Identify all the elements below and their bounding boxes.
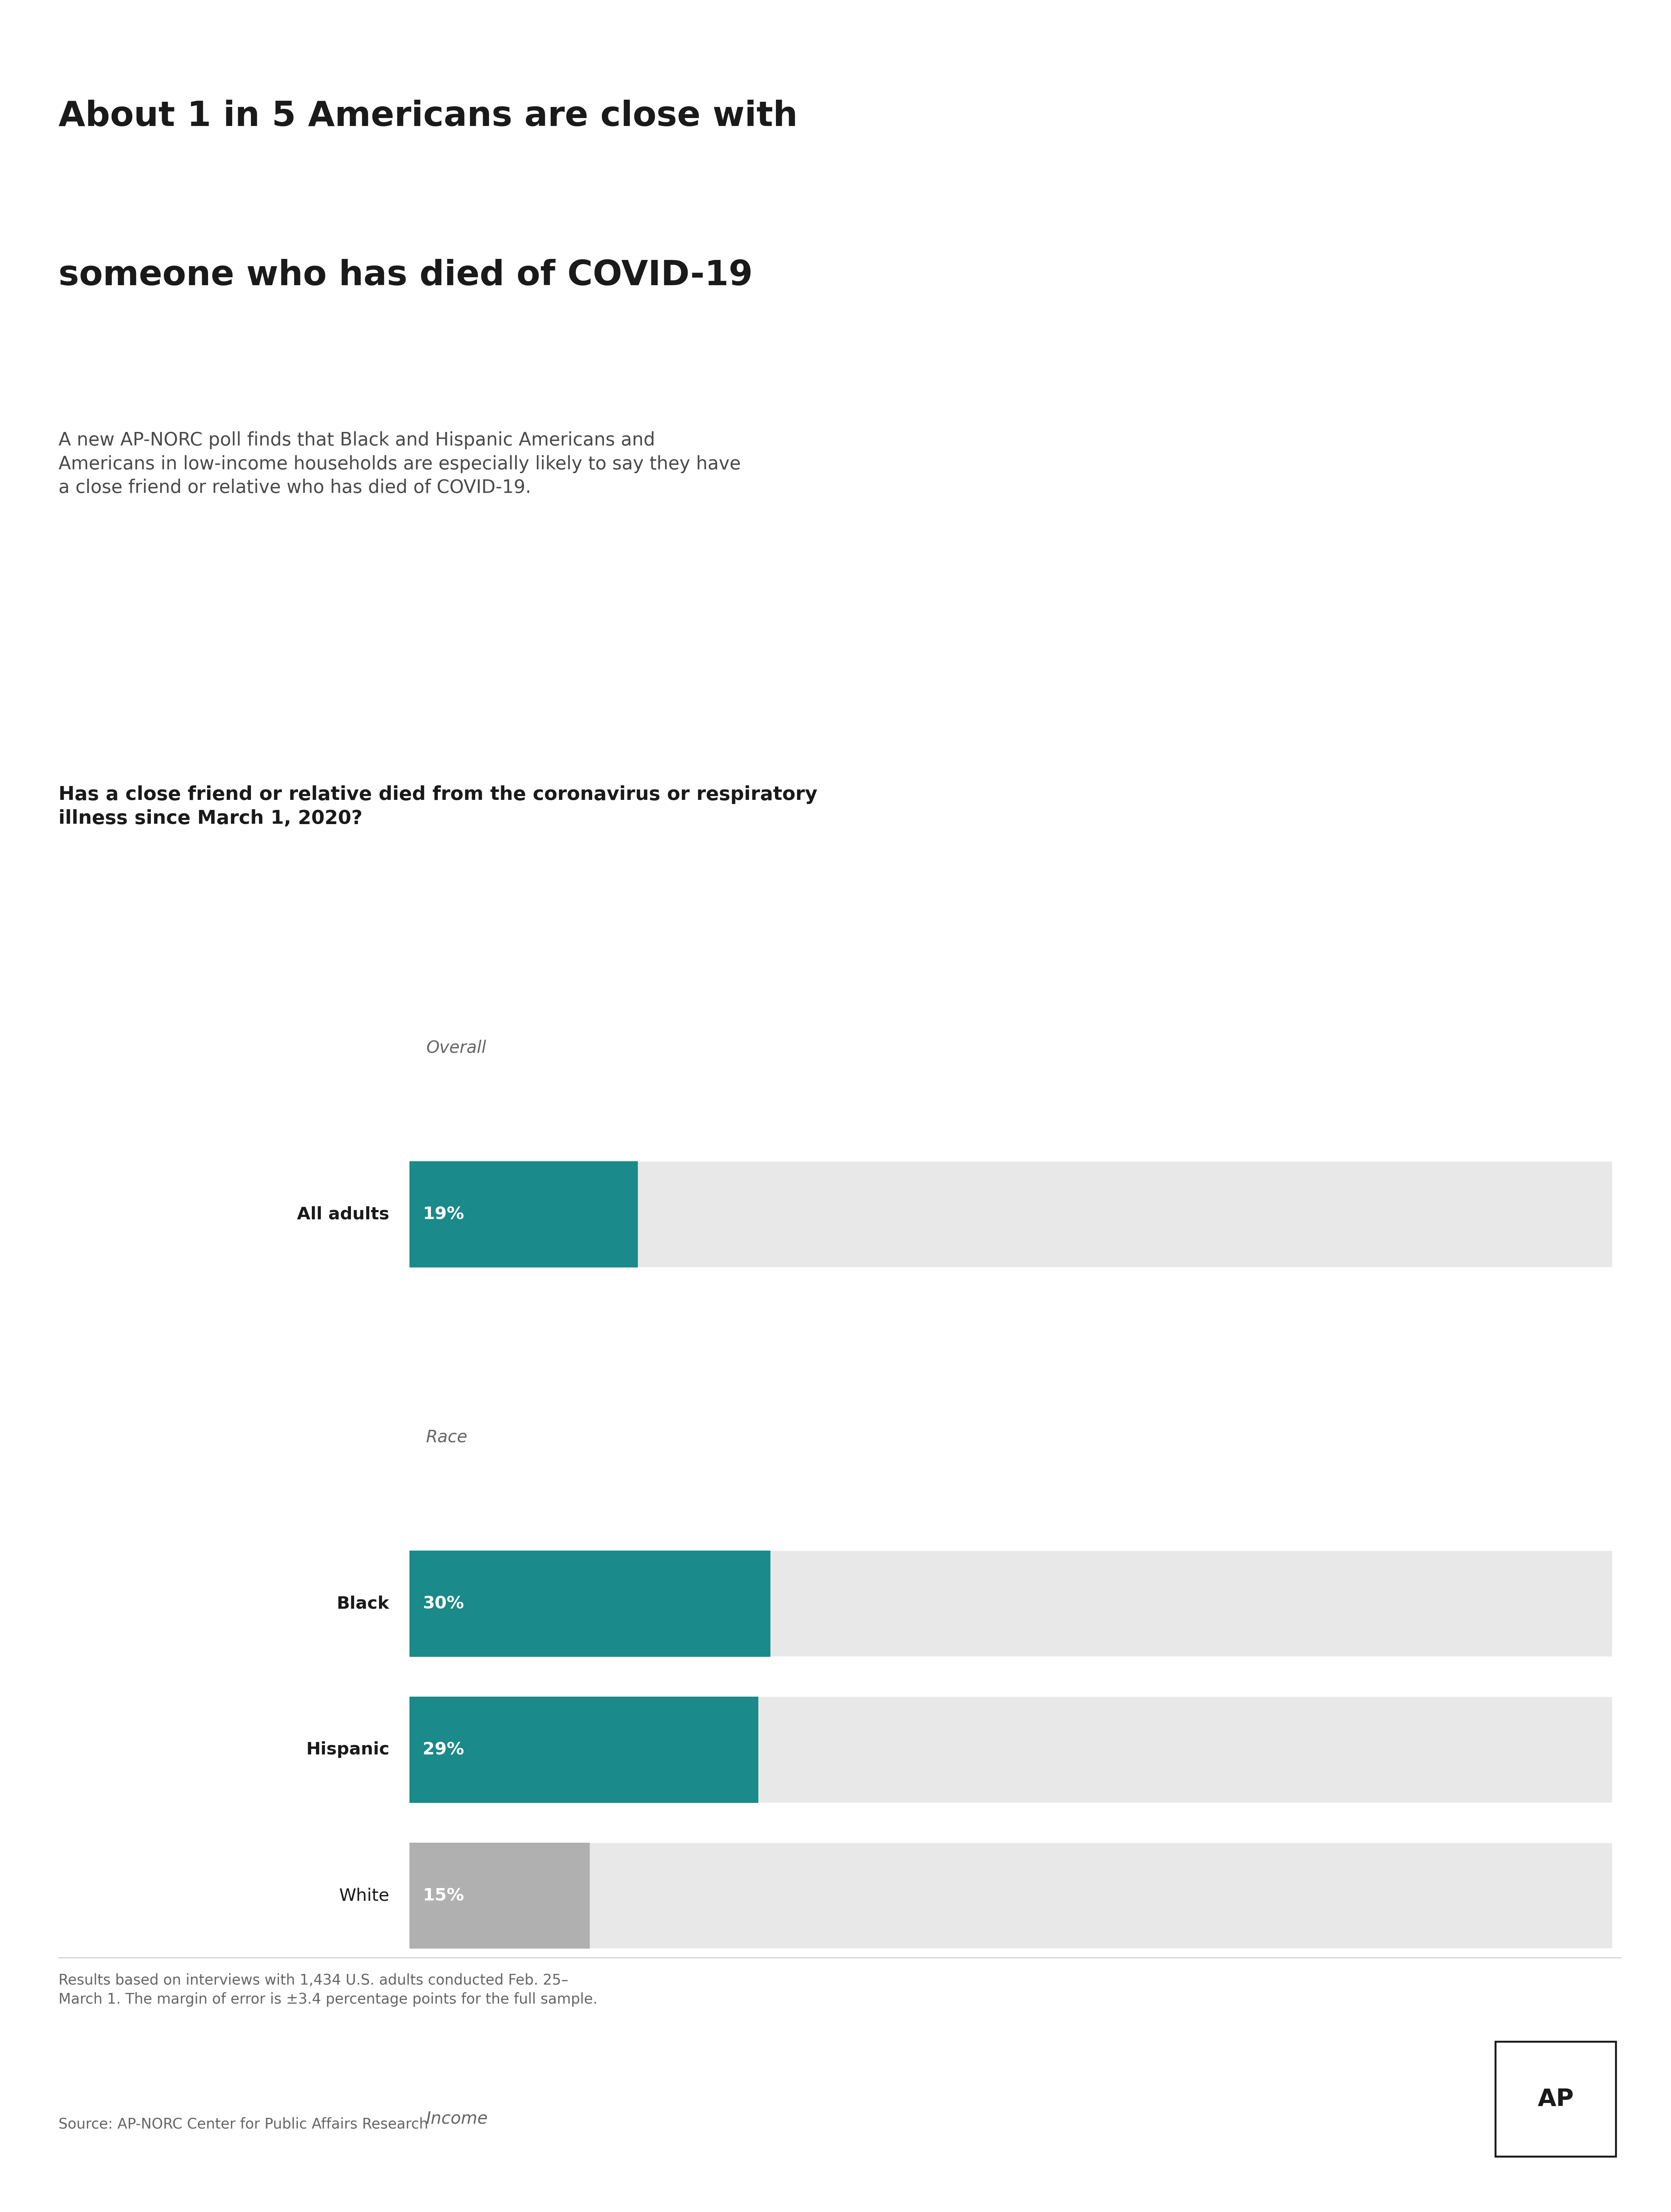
- Text: Hispanic: Hispanic: [306, 1741, 389, 1759]
- Text: someone who has died of COVID-19: someone who has died of COVID-19: [58, 259, 752, 292]
- Text: Results based on interviews with 1,434 U.S. adults conducted Feb. 25–
March 1. T: Results based on interviews with 1,434 U…: [58, 1973, 598, 2006]
- Text: A new AP-NORC poll finds that Black and Hispanic Americans and
Americans in low-: A new AP-NORC poll finds that Black and …: [58, 431, 740, 498]
- Text: Has a close friend or relative died from the coronavirus or respiratory
illness : Has a close friend or relative died from…: [58, 785, 817, 827]
- Bar: [409, 1843, 1613, 1949]
- Text: About 1 in 5 Americans are close with: About 1 in 5 Americans are close with: [58, 100, 797, 133]
- Text: White: White: [339, 1887, 389, 1905]
- Text: 30%: 30%: [423, 1595, 465, 1613]
- Bar: [1496, 2042, 1616, 2157]
- Bar: [409, 1161, 1613, 1267]
- Bar: [409, 1697, 759, 1803]
- Text: All adults: All adults: [297, 1206, 389, 1223]
- Bar: [409, 1161, 638, 1267]
- Text: Black: Black: [336, 1595, 389, 1613]
- Bar: [409, 1551, 1613, 1657]
- Bar: [409, 1697, 1613, 1803]
- Text: Income: Income: [426, 2110, 488, 2128]
- Text: Overall: Overall: [426, 1040, 486, 1057]
- Text: Race: Race: [426, 1429, 468, 1447]
- Text: AP: AP: [1537, 2088, 1574, 2110]
- Bar: [409, 1551, 770, 1657]
- Text: Source: AP-NORC Center for Public Affairs Research: Source: AP-NORC Center for Public Affair…: [58, 2117, 428, 2132]
- Text: 15%: 15%: [423, 1887, 465, 1905]
- Bar: [409, 1843, 590, 1949]
- Text: 19%: 19%: [423, 1206, 465, 1223]
- Text: 29%: 29%: [423, 1741, 465, 1759]
